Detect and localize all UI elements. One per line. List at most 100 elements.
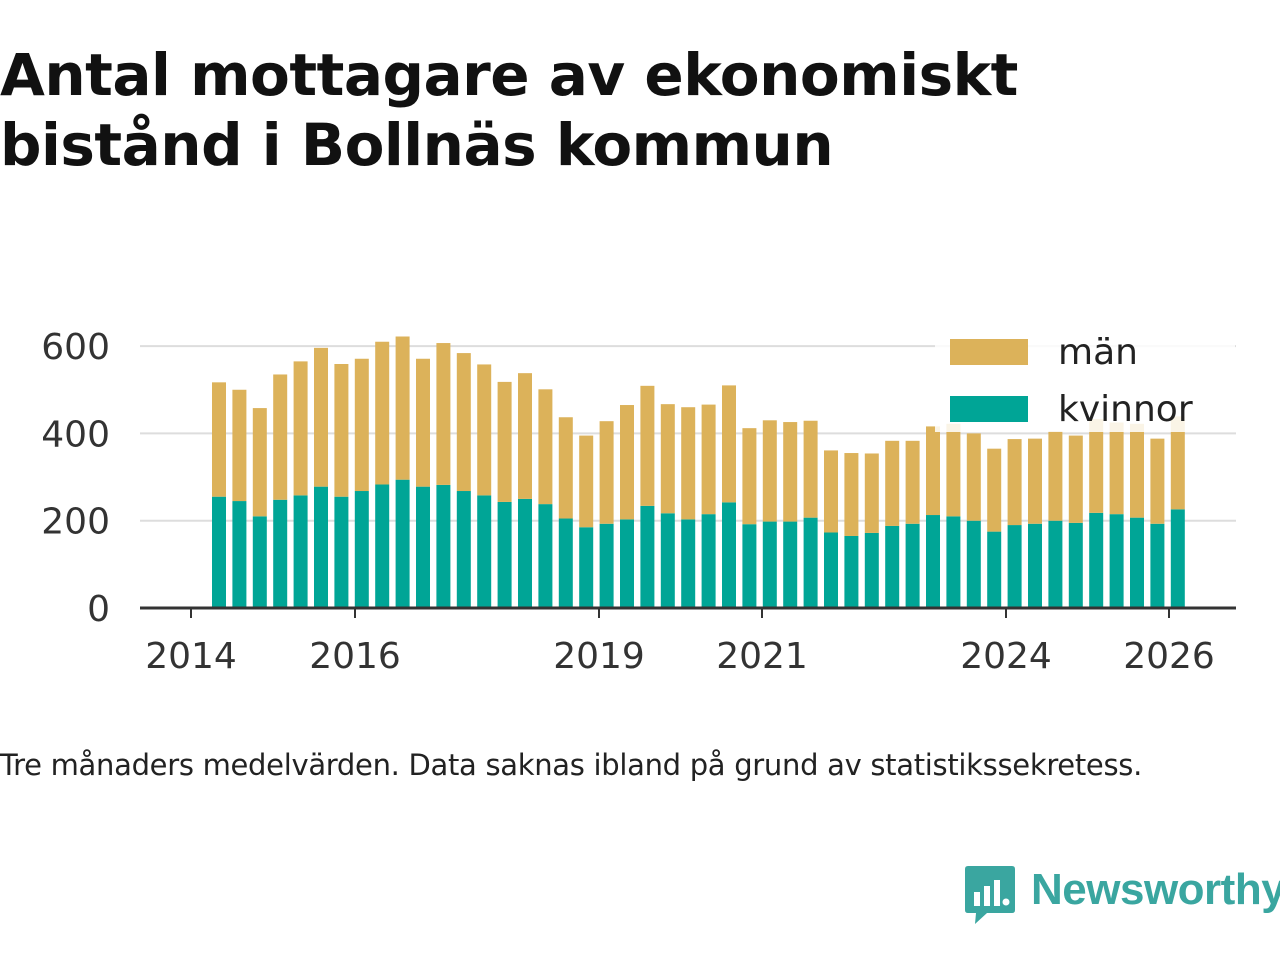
bar-män (1150, 438, 1165, 524)
bar-män (334, 363, 349, 497)
bar-män (885, 440, 900, 526)
x-tick-label: 2014 (145, 636, 237, 677)
y-tick-label: 200 (41, 502, 110, 543)
bar-kvinnor (456, 491, 471, 608)
bar-män (416, 358, 430, 487)
legend-label-kvinnor: kvinnor (1058, 389, 1193, 430)
bar-kvinnor (701, 514, 716, 608)
chart-caption: Tre månaders medelvärden. Data saknas ib… (0, 748, 1142, 782)
bar-kvinnor (497, 501, 512, 608)
bar-kvinnor (987, 531, 1002, 608)
bar-kvinnor (395, 479, 410, 608)
bar-kvinnor (844, 535, 859, 608)
bar-män (1109, 422, 1124, 515)
x-tick-label: 2021 (716, 636, 808, 677)
y-tick-label: 600 (41, 327, 110, 368)
bar-kvinnor (1109, 514, 1124, 608)
bar-kvinnor (803, 517, 818, 608)
bar-män (660, 404, 675, 514)
bar-kvinnor (966, 520, 981, 608)
bar-kvinnor (1150, 523, 1165, 608)
bar-män (844, 453, 859, 536)
bar-män (722, 385, 736, 503)
bar-kvinnor (864, 532, 879, 608)
bar-män (293, 361, 308, 496)
newsworthy-logo[interactable]: Newsworthy (965, 862, 1280, 926)
bar-män (864, 453, 879, 533)
axes: 0 200 400 600 2014 2016 2019 2021 2024 2026 (41, 327, 1236, 677)
bar-män (375, 341, 390, 485)
bar-kvinnor (1007, 525, 1022, 608)
x-tick-label: 2024 (960, 636, 1052, 677)
bar-kvinnor (762, 521, 777, 608)
bar-kvinnor (212, 496, 226, 608)
newsworthy-chart-bubble-icon (965, 866, 1015, 924)
bar-män (395, 336, 410, 480)
bar-kvinnor (926, 515, 940, 608)
bar-kvinnor (1028, 523, 1042, 608)
bar-kvinnor (599, 523, 614, 608)
bars (212, 336, 1185, 608)
bar-kvinnor (579, 527, 594, 608)
bar-kvinnor (1089, 512, 1104, 608)
bar-män (987, 448, 1002, 532)
bar-kvinnor (252, 516, 267, 608)
bar-män (456, 353, 471, 492)
legend: män kvinnor (935, 328, 1235, 432)
x-tick-label: 2026 (1123, 636, 1215, 677)
bar-kvinnor (946, 516, 961, 608)
bar-män (1048, 431, 1063, 521)
bar-män (620, 405, 634, 520)
bar-kvinnor (783, 521, 798, 608)
y-tick-label: 0 (87, 589, 110, 630)
bar-män (762, 420, 777, 522)
bar-kvinnor (620, 519, 634, 608)
y-tick-label: 400 (41, 414, 110, 455)
bar-kvinnor (640, 505, 655, 608)
bar-kvinnor (824, 532, 838, 608)
bar-män (905, 440, 920, 524)
bar-kvinnor (538, 504, 553, 608)
bar-män (436, 343, 451, 485)
bar-kvinnor (518, 498, 532, 608)
bar-män (1068, 435, 1083, 523)
bar-kvinnor (273, 499, 288, 608)
x-tick-label: 2016 (309, 636, 401, 677)
bar-kvinnor (681, 519, 696, 608)
bar-män (681, 407, 696, 520)
legend-label-män: män (1058, 332, 1138, 373)
x-tick-label: 2019 (553, 636, 645, 677)
bar-män (477, 364, 492, 496)
bar-män (1007, 439, 1022, 526)
bar-män (579, 435, 594, 528)
bar-kvinnor (660, 513, 675, 608)
bar-män (273, 374, 288, 500)
bar-män (1028, 438, 1042, 524)
brand-name: Newsworthy (1031, 865, 1280, 914)
bar-män (966, 433, 981, 521)
bar-män (701, 404, 716, 515)
bar-kvinnor (1048, 520, 1063, 608)
bar-kvinnor (722, 502, 736, 608)
bar-kvinnor (1130, 517, 1144, 608)
bar-män (803, 420, 818, 518)
bar-män (497, 381, 512, 502)
chart-title: Antal mottagare av ekonomiskt bistånd i … (0, 41, 1018, 179)
bar-män (946, 423, 961, 517)
bar-män (640, 385, 655, 506)
bar-kvinnor (354, 491, 369, 608)
bar-kvinnor (477, 495, 492, 608)
legend-swatch-kvinnor (950, 396, 1028, 422)
bar-män (1130, 423, 1144, 518)
bar-kvinnor (1170, 509, 1185, 608)
bar-kvinnor (558, 518, 573, 608)
bar-män (252, 408, 267, 517)
bar-män (232, 389, 247, 502)
bar-kvinnor (232, 501, 247, 608)
bar-män (354, 358, 369, 492)
bar-män (783, 422, 798, 522)
bar-män (1089, 418, 1104, 513)
bar-kvinnor (375, 484, 390, 608)
bar-män (314, 347, 328, 487)
bar-män (599, 421, 614, 524)
